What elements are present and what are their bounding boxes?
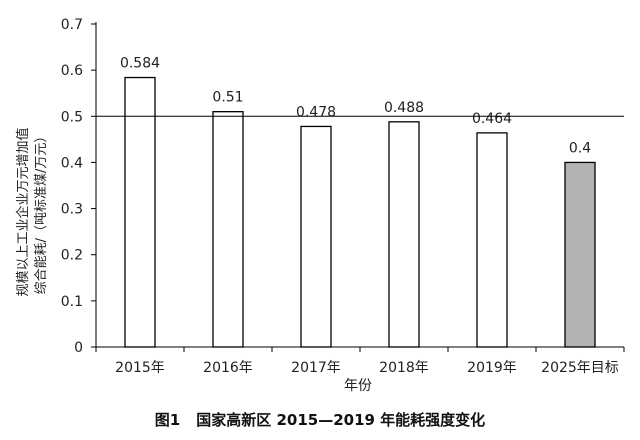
x-axis-ticks: 2015年 2016年 2017年 2018年 2019年 2025年目标 (95, 347, 625, 376)
y-tick-label: 0.4 (61, 155, 83, 171)
data-label: 0.478 (296, 104, 336, 120)
bar (124, 76, 156, 348)
y-axis-title-line2: 综合能耗/（吨标准煤/万元） (34, 130, 49, 295)
x-tick-label: 2017年 (291, 360, 341, 376)
y-tick-label: 0 (74, 340, 83, 356)
bar (476, 132, 508, 348)
figure-number: 图1 (154, 411, 181, 429)
x-tick-label: 2018年 (379, 360, 429, 376)
bar (300, 125, 332, 348)
y-tick-label: 0.3 (61, 202, 83, 218)
x-tick-label: 2015年 (115, 360, 165, 376)
bar (212, 111, 244, 348)
data-label: 0.51 (212, 90, 243, 106)
data-label: 0.584 (120, 56, 160, 72)
y-tick-label: 0.5 (61, 109, 83, 125)
figure-caption-text: 国家高新区 2015—2019 年能耗强度变化 (196, 411, 486, 429)
x-axis-title: 年份 (344, 378, 372, 394)
x-tick-label: 2025年目标 (541, 360, 619, 376)
bars: 0.584 0.51 0.478 0.488 0.464 0.4 (120, 56, 596, 348)
x-tick-label: 2019年 (467, 360, 517, 376)
y-tick-label: 0.1 (61, 294, 83, 310)
y-axis-ticks: 0 0.1 0.2 0.3 0.4 0.5 0.6 0.7 (61, 17, 96, 356)
bar (564, 161, 596, 348)
data-label: 0.488 (384, 100, 424, 116)
y-tick-label: 0.6 (61, 63, 83, 79)
x-tick-label: 2016年 (203, 360, 253, 376)
bar (388, 121, 420, 348)
y-tick-label: 0.7 (61, 17, 83, 33)
figure-caption: 图1 国家高新区 2015—2019 年能耗强度变化 (0, 409, 640, 430)
data-label: 0.464 (472, 111, 512, 127)
y-axis-title: 规模以上工业企业万元增加值 综合能耗/（吨标准煤/万元） (15, 127, 49, 296)
y-tick-label: 0.2 (61, 248, 83, 264)
y-axis-title-line1: 规模以上工业企业万元增加值 (15, 127, 31, 296)
axes (95, 22, 624, 348)
data-label: 0.4 (569, 140, 591, 156)
